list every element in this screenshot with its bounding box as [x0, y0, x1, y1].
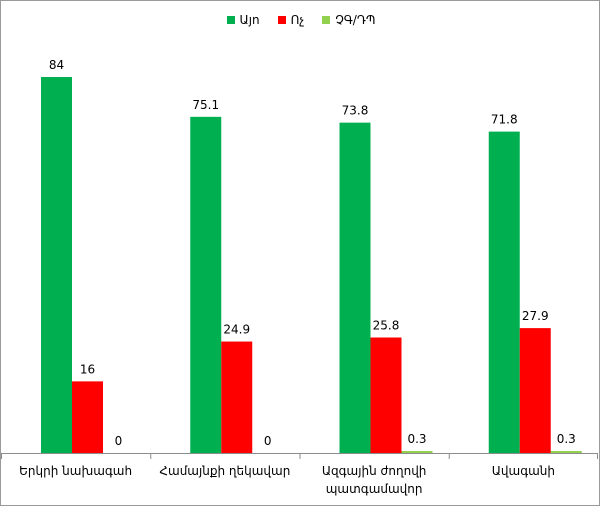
- data-label: 25.8: [373, 319, 400, 333]
- bar: [190, 116, 222, 453]
- legend-item: Այո: [226, 13, 260, 27]
- data-label: 0.3: [407, 432, 426, 446]
- legend-label: Ոչ: [290, 13, 305, 27]
- legend-label: ՉԳ/ԴՊ: [335, 13, 376, 27]
- bar: [488, 131, 520, 453]
- x-tick-label: Համայնքի ղեկավար: [159, 464, 290, 478]
- x-tick-label: Ազգային ժողովի: [322, 464, 427, 478]
- data-label: 0.3: [557, 432, 576, 446]
- data-label: 24.9: [223, 323, 250, 337]
- data-label: 27.9: [522, 309, 549, 323]
- data-label: 16: [80, 362, 95, 376]
- data-label: 0: [115, 434, 123, 448]
- legend-swatch: [277, 16, 286, 24]
- legend: Այո Ոչ ՉԳ/ԴՊ: [1, 13, 600, 27]
- bar: [41, 77, 72, 453]
- data-label: 75.1: [192, 98, 219, 112]
- legend-label: Այո: [239, 13, 260, 27]
- bar: [339, 122, 371, 454]
- bar: [401, 451, 433, 453]
- bar: [550, 451, 582, 453]
- legend-item: Ոչ: [277, 13, 305, 27]
- data-label: 71.8: [491, 113, 518, 127]
- bar: [519, 328, 551, 453]
- x-tick-label: պատգամավոր: [326, 482, 423, 496]
- legend-item: ՉԳ/ԴՊ: [322, 13, 376, 27]
- legend-swatch: [226, 16, 235, 24]
- x-tick-label: Երկրի նախագահ: [19, 464, 132, 478]
- x-tick-label: Ավագանի: [492, 464, 555, 478]
- bar: [221, 341, 253, 453]
- data-label: 73.8: [342, 104, 369, 118]
- bar: [370, 337, 402, 453]
- bar: [72, 381, 103, 453]
- data-label: 84: [49, 58, 64, 72]
- data-label: 0: [264, 434, 272, 448]
- legend-swatch: [322, 16, 331, 24]
